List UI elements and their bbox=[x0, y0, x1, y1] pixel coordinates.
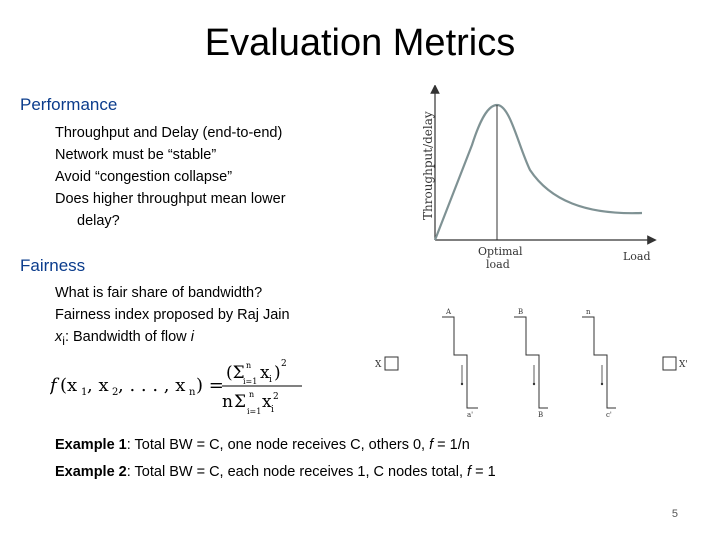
performance-item: Network must be “stable” bbox=[55, 147, 217, 163]
example-text: : Total BW = C, each node receives 1, C … bbox=[126, 464, 468, 480]
performance-item: delay? bbox=[77, 213, 120, 229]
topology-left-label: X bbox=[375, 360, 382, 370]
performance-item: Avoid “congestion collapse” bbox=[55, 169, 233, 185]
svg-text:f: f bbox=[50, 375, 60, 396]
optimal-load-label: load bbox=[486, 258, 510, 271]
svg-text:n: n bbox=[246, 361, 251, 370]
svg-text:i=1: i=1 bbox=[243, 377, 257, 386]
flow-path bbox=[514, 316, 548, 409]
xi-subscript: i bbox=[62, 333, 65, 348]
network-topology-figure: X X' A a' B B n c' bbox=[375, 308, 688, 419]
example-tail: = 1 bbox=[471, 464, 496, 480]
svg-text:2: 2 bbox=[273, 392, 279, 402]
topology-right-label: X' bbox=[679, 360, 688, 370]
performance-heading: Performance bbox=[20, 95, 118, 114]
svg-text:n: n bbox=[222, 392, 233, 412]
svg-text:2: 2 bbox=[112, 387, 118, 398]
performance-item: Does higher throughput mean lower bbox=[55, 191, 286, 207]
page-number: 5 bbox=[671, 508, 678, 520]
optimal-load-label: Optimal bbox=[478, 245, 523, 258]
svg-text:i: i bbox=[271, 405, 274, 415]
xi-variable: x bbox=[55, 329, 63, 345]
svg-text:i: i bbox=[269, 375, 272, 385]
example-text: : Total BW = C, one node receives C, oth… bbox=[126, 437, 430, 453]
flow-path bbox=[442, 316, 478, 409]
example-label: Example 2 bbox=[55, 464, 127, 480]
topology-top-label: A bbox=[445, 308, 452, 316]
svg-text:Σ: Σ bbox=[234, 392, 246, 412]
topology-top-label: n bbox=[586, 308, 591, 316]
svg-text:2: 2 bbox=[281, 359, 287, 369]
xi-flow-variable: i bbox=[190, 329, 194, 345]
svg-text:x: x bbox=[260, 363, 270, 383]
fairness-list: What is fair share of bandwidth? Fairnes… bbox=[55, 282, 290, 352]
topology-bottom-label: c' bbox=[606, 411, 612, 419]
topology-left-box bbox=[384, 356, 399, 371]
example-label: Example 1 bbox=[55, 437, 127, 453]
throughput-delay-chart: Throughput/delay Optimal load Load bbox=[421, 85, 657, 271]
throughput-curve bbox=[433, 103, 643, 241]
fairness-item: Fairness index proposed by Raj Jain bbox=[55, 307, 290, 323]
example-var: f bbox=[467, 464, 472, 480]
svg-text:x: x bbox=[262, 392, 272, 412]
svg-text:) =: ) = bbox=[196, 375, 224, 396]
fairness-heading: Fairness bbox=[20, 256, 86, 275]
svg-text:(Σ: (Σ bbox=[226, 363, 245, 383]
svg-text:n: n bbox=[249, 390, 254, 399]
example-var: f bbox=[429, 437, 434, 453]
svg-text:n: n bbox=[189, 387, 196, 398]
topology-top-label: B bbox=[518, 308, 523, 316]
performance-item: Throughput and Delay (end-to-end) bbox=[55, 125, 283, 141]
fairness-item-xi: xi: Bandwidth of flow i bbox=[55, 326, 290, 352]
svg-text:i=1: i=1 bbox=[247, 407, 261, 416]
svg-text:): ) bbox=[274, 363, 281, 383]
svg-text:, x: , x bbox=[87, 375, 109, 396]
fairness-item: What is fair share of bandwidth? bbox=[55, 285, 263, 301]
example-tail: = 1/n bbox=[433, 437, 470, 453]
performance-list: Throughput and Delay (end-to-end) Networ… bbox=[55, 122, 286, 232]
chart-ylabel: Throughput/delay bbox=[421, 111, 435, 220]
svg-text:, . . . , x: , . . . , x bbox=[118, 375, 185, 396]
svg-text:(x: (x bbox=[60, 375, 77, 396]
xi-text: : Bandwidth of flow bbox=[64, 329, 191, 345]
topology-right-box bbox=[662, 356, 677, 371]
slide-title: Evaluation Metrics bbox=[204, 22, 516, 64]
svg-text:1: 1 bbox=[81, 387, 87, 398]
chart-xlabel: Load bbox=[623, 250, 651, 263]
example-2: Example 2: Total BW = C, each node recei… bbox=[55, 464, 496, 480]
topology-bottom-label: a' bbox=[467, 411, 473, 419]
example-1: Example 1: Total BW = C, one node receiv… bbox=[55, 437, 470, 453]
flow-path bbox=[582, 316, 616, 409]
jain-fairness-formula: f (x 1 , x 2 , . . . , x n ) = (Σ n i=1 … bbox=[50, 359, 302, 416]
topology-bottom-label: B bbox=[538, 411, 543, 419]
